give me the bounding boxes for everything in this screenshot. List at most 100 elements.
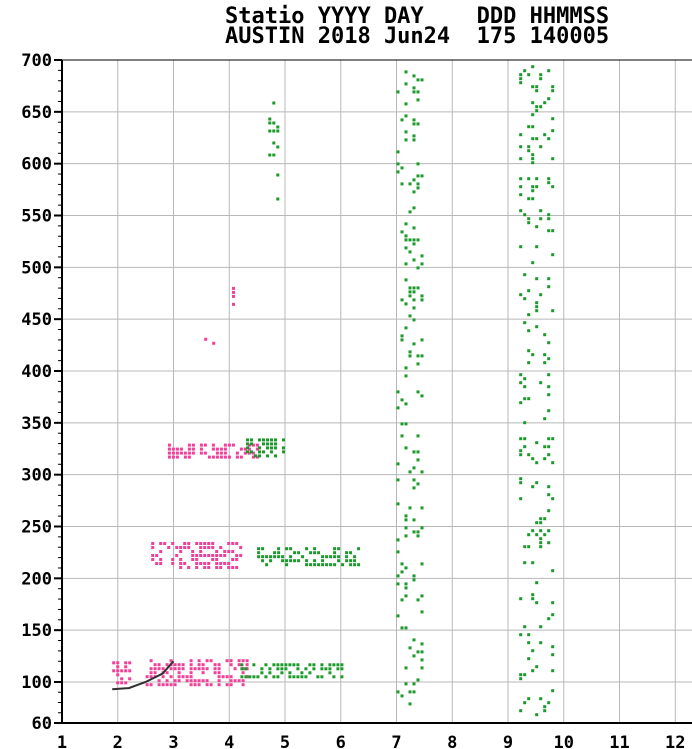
data-point bbox=[268, 671, 272, 675]
data-point bbox=[187, 546, 191, 549]
data-point bbox=[519, 77, 523, 81]
data-point bbox=[349, 563, 353, 567]
data-point bbox=[213, 671, 217, 675]
y-tick-label: 150 bbox=[21, 621, 52, 641]
x-tick-label: 1 bbox=[57, 733, 67, 749]
data-point bbox=[273, 555, 277, 559]
data-point bbox=[276, 145, 280, 149]
data-point bbox=[543, 517, 547, 521]
data-point bbox=[149, 683, 153, 687]
data-point bbox=[251, 443, 255, 447]
data-point bbox=[404, 514, 408, 518]
data-point bbox=[282, 446, 285, 450]
data-point bbox=[535, 533, 539, 537]
data-point bbox=[519, 381, 523, 385]
data-point bbox=[519, 193, 523, 197]
data-point bbox=[191, 558, 195, 561]
data-point bbox=[547, 177, 551, 181]
data-point bbox=[268, 121, 272, 125]
data-point bbox=[237, 663, 241, 667]
data-point bbox=[551, 613, 555, 617]
data-point bbox=[404, 138, 408, 142]
data-point bbox=[223, 451, 227, 455]
data-point bbox=[539, 381, 543, 385]
data-point bbox=[333, 547, 337, 551]
data-point bbox=[153, 671, 157, 675]
data-point bbox=[551, 437, 555, 441]
x-tick-label: 10 bbox=[554, 733, 574, 749]
data-point bbox=[531, 561, 535, 565]
data-point bbox=[304, 675, 308, 679]
data-point bbox=[281, 555, 285, 559]
data-point bbox=[282, 438, 285, 442]
data-point bbox=[191, 443, 195, 447]
data-point bbox=[116, 665, 120, 669]
data-point bbox=[248, 675, 252, 679]
data-point bbox=[396, 538, 400, 542]
data-point bbox=[408, 690, 412, 694]
data-point bbox=[244, 675, 248, 679]
data-point bbox=[301, 555, 305, 559]
data-point bbox=[239, 546, 243, 549]
x-tick-label: 4 bbox=[224, 733, 234, 749]
y-tick-label: 550 bbox=[21, 207, 52, 227]
data-point bbox=[309, 551, 313, 555]
data-point bbox=[412, 486, 416, 490]
y-tick-label: 100 bbox=[21, 673, 52, 693]
data-point bbox=[547, 485, 551, 489]
data-point bbox=[416, 182, 420, 186]
data-point bbox=[404, 326, 408, 330]
data-point bbox=[304, 667, 308, 671]
data-point bbox=[179, 447, 183, 451]
data-point bbox=[227, 455, 231, 459]
data-point bbox=[321, 559, 325, 563]
data-point bbox=[215, 455, 219, 459]
data-point bbox=[219, 546, 223, 549]
data-point bbox=[153, 663, 157, 667]
data-point bbox=[247, 443, 251, 447]
data-point bbox=[219, 562, 223, 565]
data-point bbox=[124, 669, 128, 673]
data-point bbox=[171, 558, 175, 561]
x-tick-label: 5 bbox=[280, 733, 290, 749]
data-point bbox=[535, 305, 539, 309]
data-point bbox=[255, 455, 259, 459]
data-point bbox=[179, 558, 183, 561]
data-point bbox=[420, 470, 424, 474]
data-point bbox=[396, 150, 400, 154]
data-point bbox=[519, 185, 523, 189]
data-point bbox=[535, 481, 539, 485]
data-point bbox=[551, 229, 555, 233]
data-point bbox=[189, 667, 193, 671]
data-point bbox=[547, 181, 551, 185]
data-point bbox=[171, 455, 175, 459]
data-point bbox=[197, 663, 201, 667]
data-point bbox=[233, 679, 237, 683]
data-point bbox=[245, 663, 249, 667]
data-point bbox=[223, 562, 227, 565]
data-point bbox=[262, 438, 265, 442]
data-point bbox=[523, 321, 527, 325]
data-point bbox=[523, 397, 527, 401]
data-point bbox=[305, 563, 309, 567]
data-point bbox=[246, 438, 249, 442]
data-point bbox=[227, 562, 231, 565]
data-point bbox=[404, 594, 408, 598]
data-point bbox=[400, 398, 404, 402]
data-point bbox=[151, 558, 155, 561]
data-point bbox=[219, 566, 223, 569]
data-point bbox=[145, 675, 149, 679]
data-point bbox=[285, 559, 289, 563]
data-point bbox=[547, 393, 551, 397]
data-point bbox=[153, 667, 157, 671]
data-point bbox=[519, 673, 523, 677]
data-point bbox=[332, 663, 336, 667]
data-point bbox=[219, 455, 223, 459]
data-point bbox=[235, 558, 239, 561]
data-point bbox=[539, 517, 543, 521]
data-point bbox=[223, 554, 227, 557]
data-point bbox=[543, 417, 547, 421]
data-point bbox=[246, 442, 249, 446]
data-point bbox=[531, 185, 535, 189]
